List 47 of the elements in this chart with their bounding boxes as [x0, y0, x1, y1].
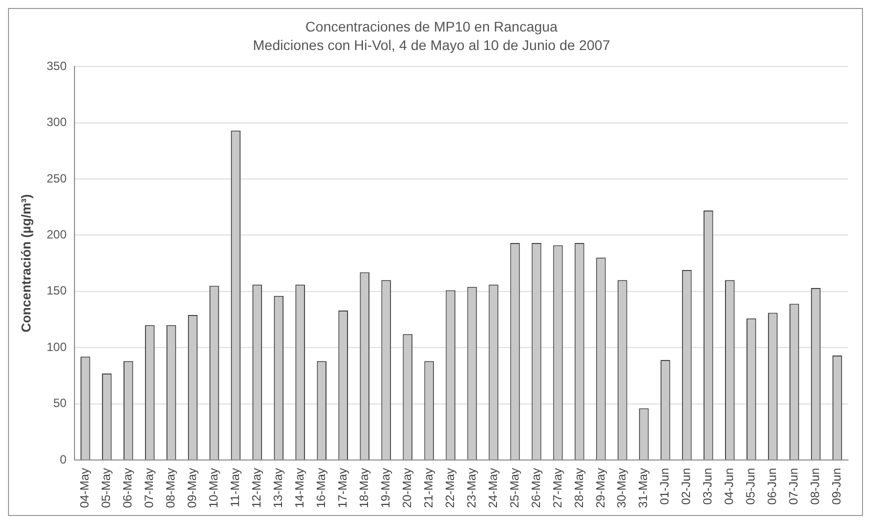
y-tick-label: 250: [46, 171, 67, 186]
y-axis-title: Concentración (µg/m³): [18, 194, 34, 332]
x-tick-label: 22-May: [442, 468, 457, 508]
y-tick-label: 350: [46, 58, 67, 73]
x-tick-label: 27-May: [550, 468, 564, 508]
x-tick-label: 16-May: [314, 468, 328, 508]
x-tick-label: 05-Jun: [744, 468, 758, 505]
x-tick-label: 04-Jun: [722, 468, 736, 505]
chart-subtitle: Mediciones con Hi-Vol, 4 de Mayo al 10 de Junio de 2007: [252, 37, 610, 54]
x-tick-label: 10-May: [206, 468, 221, 508]
x-tick-label: 13-May: [271, 468, 286, 508]
x-tick-label: 17-May: [335, 468, 350, 508]
x-tick-label: 23-May: [464, 468, 478, 508]
x-tick-label: 24-May: [486, 468, 500, 508]
x-tick-label: 31-May: [636, 468, 650, 508]
x-tick-label: 21-May: [421, 468, 436, 508]
x-tick-label: 05-May: [99, 468, 114, 508]
x-tick-label: 02-Jun: [679, 468, 694, 505]
x-tick-label: 09-May: [185, 468, 200, 508]
x-tick-label: 07-Jun: [786, 468, 801, 505]
x-tick-label: 12-May: [250, 468, 264, 508]
x-tick-label: 04-May: [78, 468, 92, 508]
x-tick-label: 18-May: [356, 468, 371, 508]
x-tick-label: 28-May: [572, 468, 586, 508]
x-tick-label: 20-May: [400, 468, 414, 508]
y-tick-label: 200: [46, 228, 67, 242]
x-tick-label: 11-May: [228, 468, 242, 508]
y-tick-label: 100: [46, 340, 67, 354]
y-tick-label: 150: [46, 284, 67, 298]
y-tick-label: 50: [53, 396, 67, 410]
x-tick-label: 03-Jun: [700, 468, 715, 505]
chart-title: Concentraciones de MP10 en Rancagua: [305, 18, 558, 34]
x-tick-label: 08-May: [164, 468, 178, 508]
x-tick-label: 26-May: [528, 468, 543, 508]
x-tick-label: 19-May: [378, 468, 392, 508]
x-tick-label: 07-May: [142, 468, 156, 508]
x-tick-label: 29-May: [593, 468, 608, 508]
x-tick-label: 25-May: [507, 468, 522, 508]
x-tick-label: 01-Jun: [658, 468, 672, 505]
x-tick-label: 09-Jun: [830, 468, 844, 505]
y-tick-label: 0: [60, 452, 67, 466]
x-tick-label: 08-Jun: [808, 468, 822, 505]
y-tick-label: 300: [46, 115, 67, 130]
x-tick-label: 30-May: [614, 468, 629, 508]
x-tick-label: 06-Jun: [765, 468, 780, 505]
x-tick-label: 06-May: [120, 468, 135, 508]
x-tick-label: 14-May: [292, 468, 307, 508]
